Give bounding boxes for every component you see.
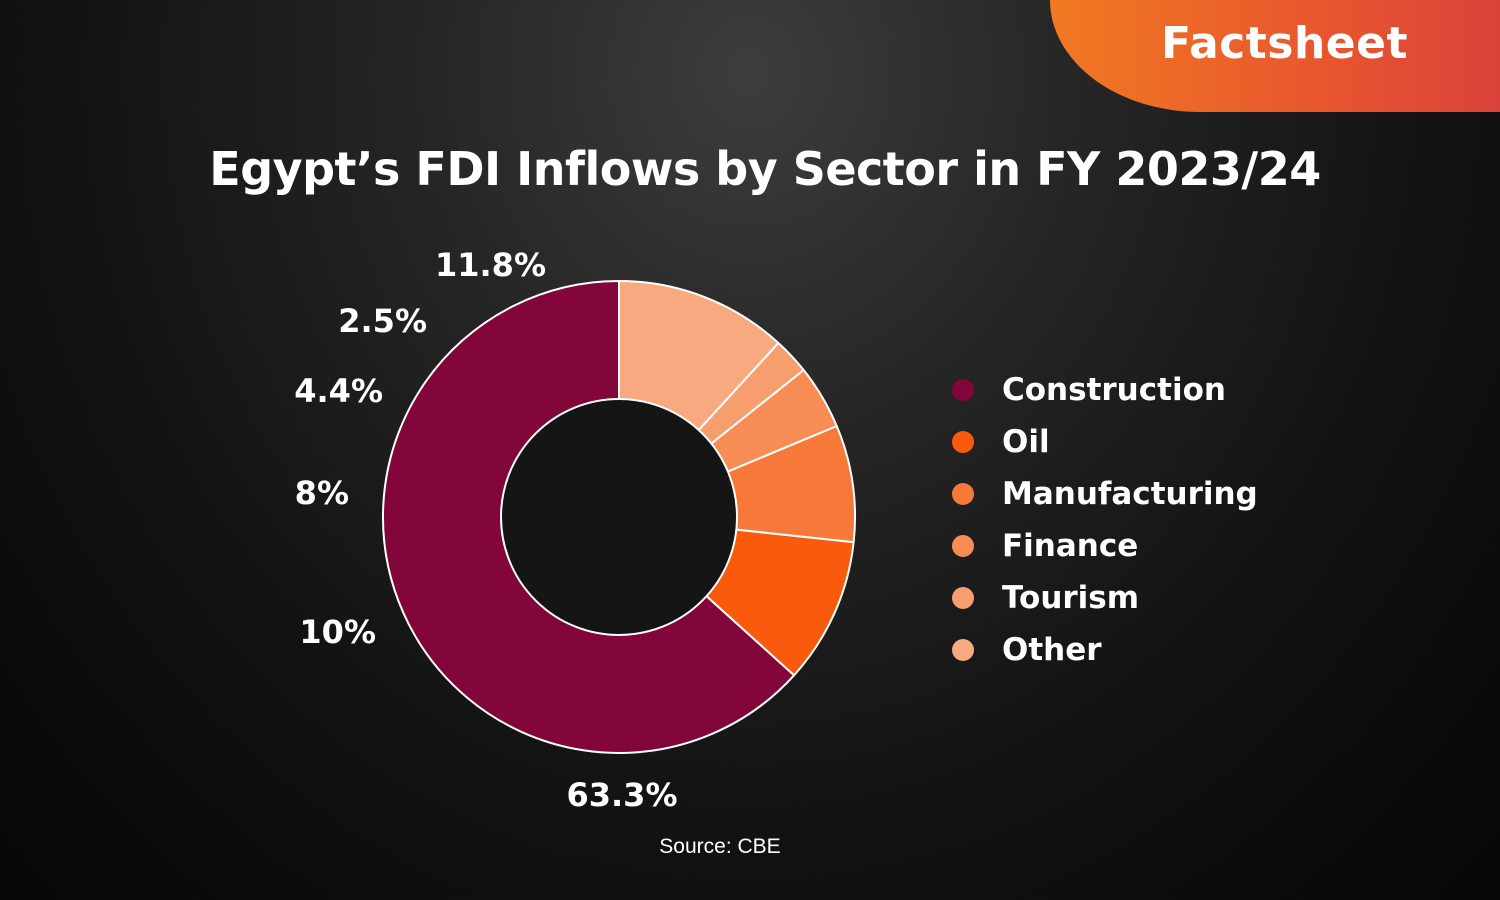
legend-label: Oil — [1002, 424, 1050, 460]
legend-swatch — [952, 483, 974, 505]
legend-item-other: Other — [952, 624, 1282, 676]
legend-item-manufacturing: Manufacturing — [952, 468, 1282, 520]
legend-label: Tourism — [1002, 580, 1140, 616]
slice-label-finance: 4.4% — [294, 372, 383, 410]
chart-title: Egypt’s FDI Inflows by Sector in FY 2023… — [209, 142, 1321, 196]
legend-swatch — [952, 379, 974, 401]
slice-label-construction: 63.3% — [566, 776, 677, 814]
source-note: Source: CBE — [659, 835, 781, 858]
donut-hole — [500, 398, 738, 636]
slice-labels: 63.3% 10% 8% 4.4% 2.5%11.8% — [294, 246, 677, 814]
legend-item-construction: Construction — [952, 364, 1282, 416]
chart-legend: Construction Oil Manufacturing Finance Touri… — [952, 364, 1282, 676]
factsheet-label: Factsheet — [1160, 18, 1408, 69]
legend-swatch — [952, 535, 974, 557]
legend-label: Construction — [1002, 372, 1226, 408]
legend-item-oil: Oil — [952, 416, 1282, 468]
legend-item-tourism: Tourism — [952, 572, 1282, 624]
factsheet-badge: Factsheet — [1050, 0, 1500, 112]
slice-label-manufacturing: 8% — [295, 474, 349, 512]
slice-label-tourism: 2.5% — [338, 302, 427, 340]
legend-item-finance: Finance — [952, 520, 1282, 572]
slice-label-oil: 10% — [299, 613, 376, 651]
legend-label: Other — [1002, 632, 1102, 668]
legend-label: Manufacturing — [1002, 476, 1258, 512]
legend-swatch — [952, 639, 974, 661]
legend-swatch — [952, 431, 974, 453]
legend-swatch — [952, 587, 974, 609]
slice-label-other: 11.8% — [435, 246, 546, 284]
legend-label: Finance — [1002, 528, 1139, 564]
